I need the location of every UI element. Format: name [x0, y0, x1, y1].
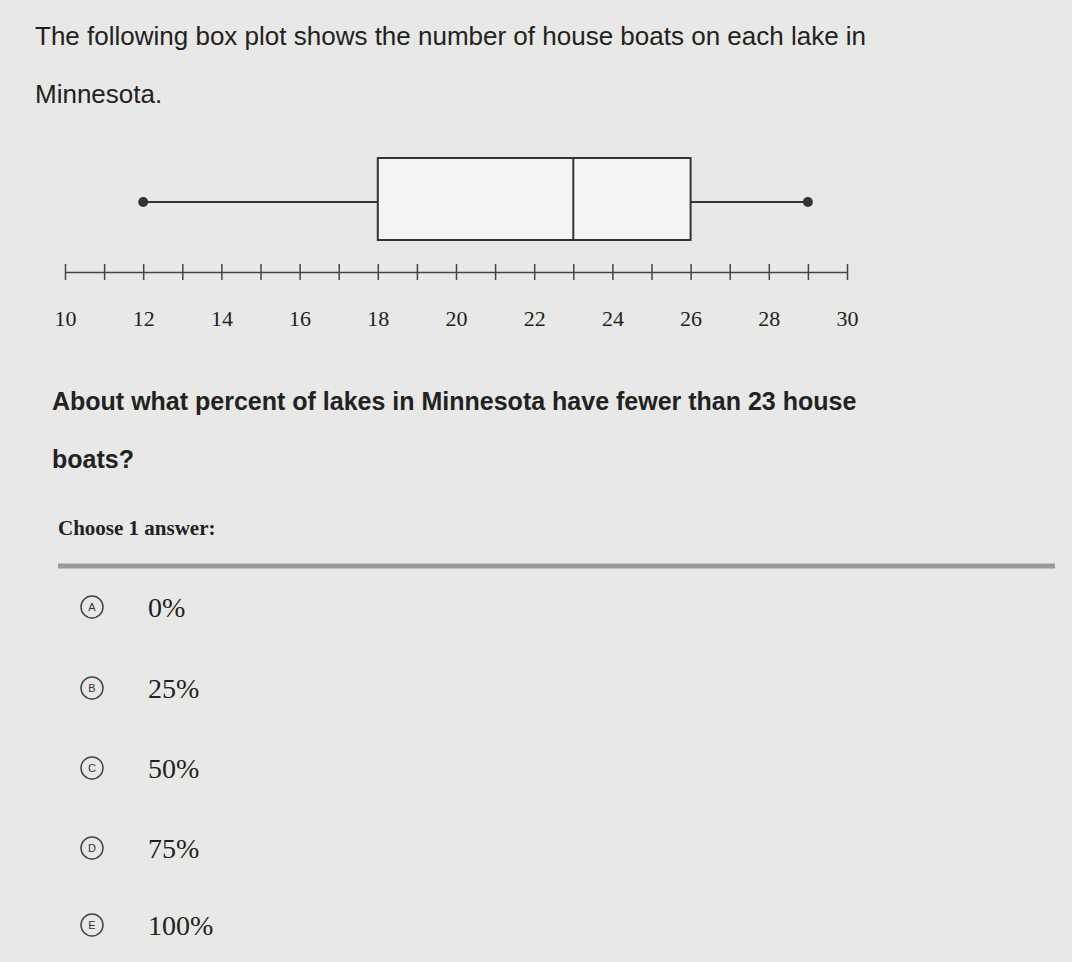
- tick: [652, 264, 653, 280]
- median: [572, 158, 574, 240]
- tick-mark: [65, 264, 67, 280]
- whisker: [143, 201, 378, 203]
- tick: 16: [289, 264, 311, 331]
- question-text: boats?: [52, 445, 134, 473]
- tick-mark: [808, 264, 810, 280]
- tick-mark: [221, 264, 223, 280]
- choice-letter[interactable]: B: [88, 682, 95, 694]
- choice[interactable]: D 75%: [81, 833, 199, 864]
- choice[interactable]: B 25%: [81, 673, 199, 704]
- choice-text[interactable]: 75%: [148, 833, 199, 864]
- tick-mark: [182, 264, 184, 280]
- separator: [58, 564, 1055, 569]
- tick: [495, 264, 496, 280]
- choice-radio[interactable]: [81, 757, 103, 779]
- choice-letter[interactable]: A: [88, 601, 96, 613]
- choice-letter[interactable]: D: [88, 842, 96, 854]
- tick-label: 16: [289, 306, 311, 331]
- tick: [104, 264, 105, 280]
- choice[interactable]: C 50%: [81, 753, 199, 784]
- max-point: [803, 197, 813, 207]
- tick-mark: [847, 264, 849, 280]
- tick-mark: [260, 264, 262, 280]
- tick: [339, 264, 340, 280]
- tick: 22: [524, 264, 546, 331]
- tick-label: 14: [211, 306, 233, 331]
- tick-label: 18: [367, 306, 389, 331]
- prompt-text: The following box plot shows the number …: [35, 21, 866, 51]
- tick-mark: [729, 264, 731, 280]
- tick: 28: [758, 264, 780, 331]
- tick-label: 20: [446, 306, 468, 331]
- tick: 12: [133, 264, 155, 331]
- tick-mark: [690, 264, 692, 280]
- choice-letter[interactable]: E: [88, 919, 95, 931]
- tick-mark: [338, 264, 340, 280]
- tick: [417, 264, 418, 280]
- choice-radio[interactable]: [81, 596, 103, 618]
- choice-text[interactable]: 100%: [148, 910, 213, 941]
- choice-text[interactable]: 50%: [148, 753, 199, 784]
- tick-label: 24: [602, 306, 624, 331]
- choice-radio[interactable]: [81, 677, 103, 699]
- plot-area: [138, 158, 813, 240]
- tick-mark: [104, 264, 106, 280]
- tick-label: 12: [133, 306, 155, 331]
- tick: [573, 264, 574, 280]
- whisker: [691, 201, 808, 203]
- tick-label: 22: [524, 306, 546, 331]
- tick: 18: [367, 264, 389, 331]
- tick-label: 28: [758, 306, 780, 331]
- tick: 14: [211, 264, 233, 331]
- choice[interactable]: E 100%: [81, 910, 213, 941]
- tick-mark: [612, 264, 614, 280]
- question-text: About what percent of lakes in Minnesota…: [52, 387, 856, 415]
- tick-mark: [769, 264, 771, 280]
- tick: [808, 264, 809, 280]
- tick-mark: [378, 264, 380, 280]
- choice-letter[interactable]: C: [88, 762, 96, 774]
- tick: [730, 264, 731, 280]
- min-point: [138, 197, 148, 207]
- x-axis: 10 12 14 16 18 20 22 24 26 28 30: [55, 264, 859, 331]
- tick-label: 26: [680, 306, 702, 331]
- tick: 24: [602, 264, 624, 331]
- choice-radio[interactable]: [81, 914, 103, 936]
- choice[interactable]: A 0%: [81, 592, 185, 623]
- choice-text[interactable]: 0%: [148, 592, 185, 623]
- choice-text[interactable]: 25%: [148, 673, 199, 704]
- tick-mark: [651, 264, 653, 280]
- tick-mark: [495, 264, 497, 280]
- choice-radio[interactable]: [81, 837, 103, 859]
- tick-mark: [456, 264, 458, 280]
- tick-mark: [417, 264, 419, 280]
- prompt-text: Minnesota.: [35, 79, 162, 109]
- tick-mark: [534, 264, 536, 280]
- tick: 10: [55, 264, 77, 331]
- choose-label: Choose 1 answer:: [58, 516, 216, 540]
- tick-label: 10: [55, 306, 77, 331]
- tick-mark: [143, 264, 145, 280]
- tick: [261, 264, 262, 280]
- tick-mark: [299, 264, 301, 280]
- box: [378, 158, 691, 240]
- tick: 26: [680, 264, 702, 331]
- tick: [182, 264, 183, 280]
- tick-mark: [573, 264, 575, 280]
- tick-label: 30: [837, 306, 859, 331]
- page: The following box plot shows the number …: [0, 0, 1072, 962]
- tick: 20: [446, 264, 468, 331]
- tick: 30: [837, 264, 859, 331]
